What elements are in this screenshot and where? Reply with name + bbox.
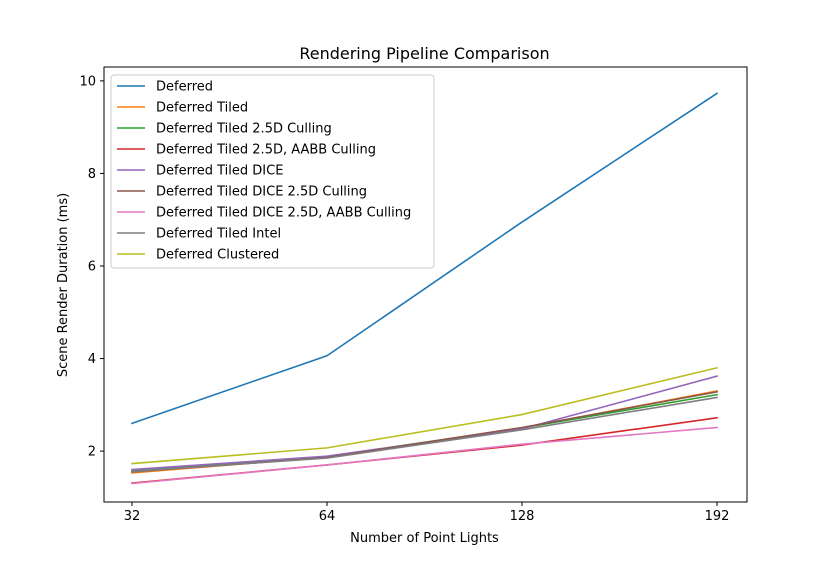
series-line-7 — [131, 396, 718, 473]
x-tick-label: 32 — [124, 509, 141, 524]
legend-label-6: Deferred Tiled DICE 2.5D, AABB Culling — [156, 206, 411, 221]
y-tick-label: 4 — [88, 352, 96, 367]
series-line-8 — [131, 366, 718, 465]
y-axis-ticks: 2 4 6 8 10 — [79, 74, 104, 460]
x-tick-label: 64 — [319, 509, 336, 524]
legend: Deferred Deferred Tiled Deferred Tiled 2.5… — [110, 74, 435, 269]
y-axis-label: Scene Render Duration (ms) — [56, 193, 71, 377]
series-line-6 — [131, 426, 718, 485]
plot-frame — [103, 66, 748, 503]
legend-box — [110, 74, 435, 269]
x-axis-ticks: 32 64 128 192 — [124, 502, 730, 524]
y-tick-label: 8 — [88, 167, 96, 182]
legend-label-3: Deferred Tiled 2.5D, AABB Culling — [156, 143, 376, 158]
legend-label-7: Deferred Tiled Intel — [156, 227, 281, 242]
series-lines — [130, 92, 719, 485]
legend-label-1: Deferred Tiled — [156, 101, 248, 116]
legend-label-2: Deferred Tiled 2.5D Culling — [156, 122, 332, 137]
legend-label-0: Deferred — [156, 80, 213, 95]
x-tick-label: 192 — [705, 509, 730, 524]
y-tick-label: 6 — [88, 259, 96, 274]
y-tick-label: 2 — [88, 445, 96, 460]
legend-label-8: Deferred Clustered — [156, 248, 279, 263]
x-tick-label: 128 — [510, 509, 535, 524]
y-tick-label: 10 — [79, 74, 96, 89]
series-line-0 — [130, 92, 719, 425]
x-axis-label: Number of Point Lights — [350, 531, 499, 546]
chart-title: Rendering Pipeline Comparison — [299, 44, 549, 63]
legend-label-4: Deferred Tiled DICE — [156, 164, 283, 179]
legend-label-5: Deferred Tiled DICE 2.5D Culling — [156, 185, 367, 200]
